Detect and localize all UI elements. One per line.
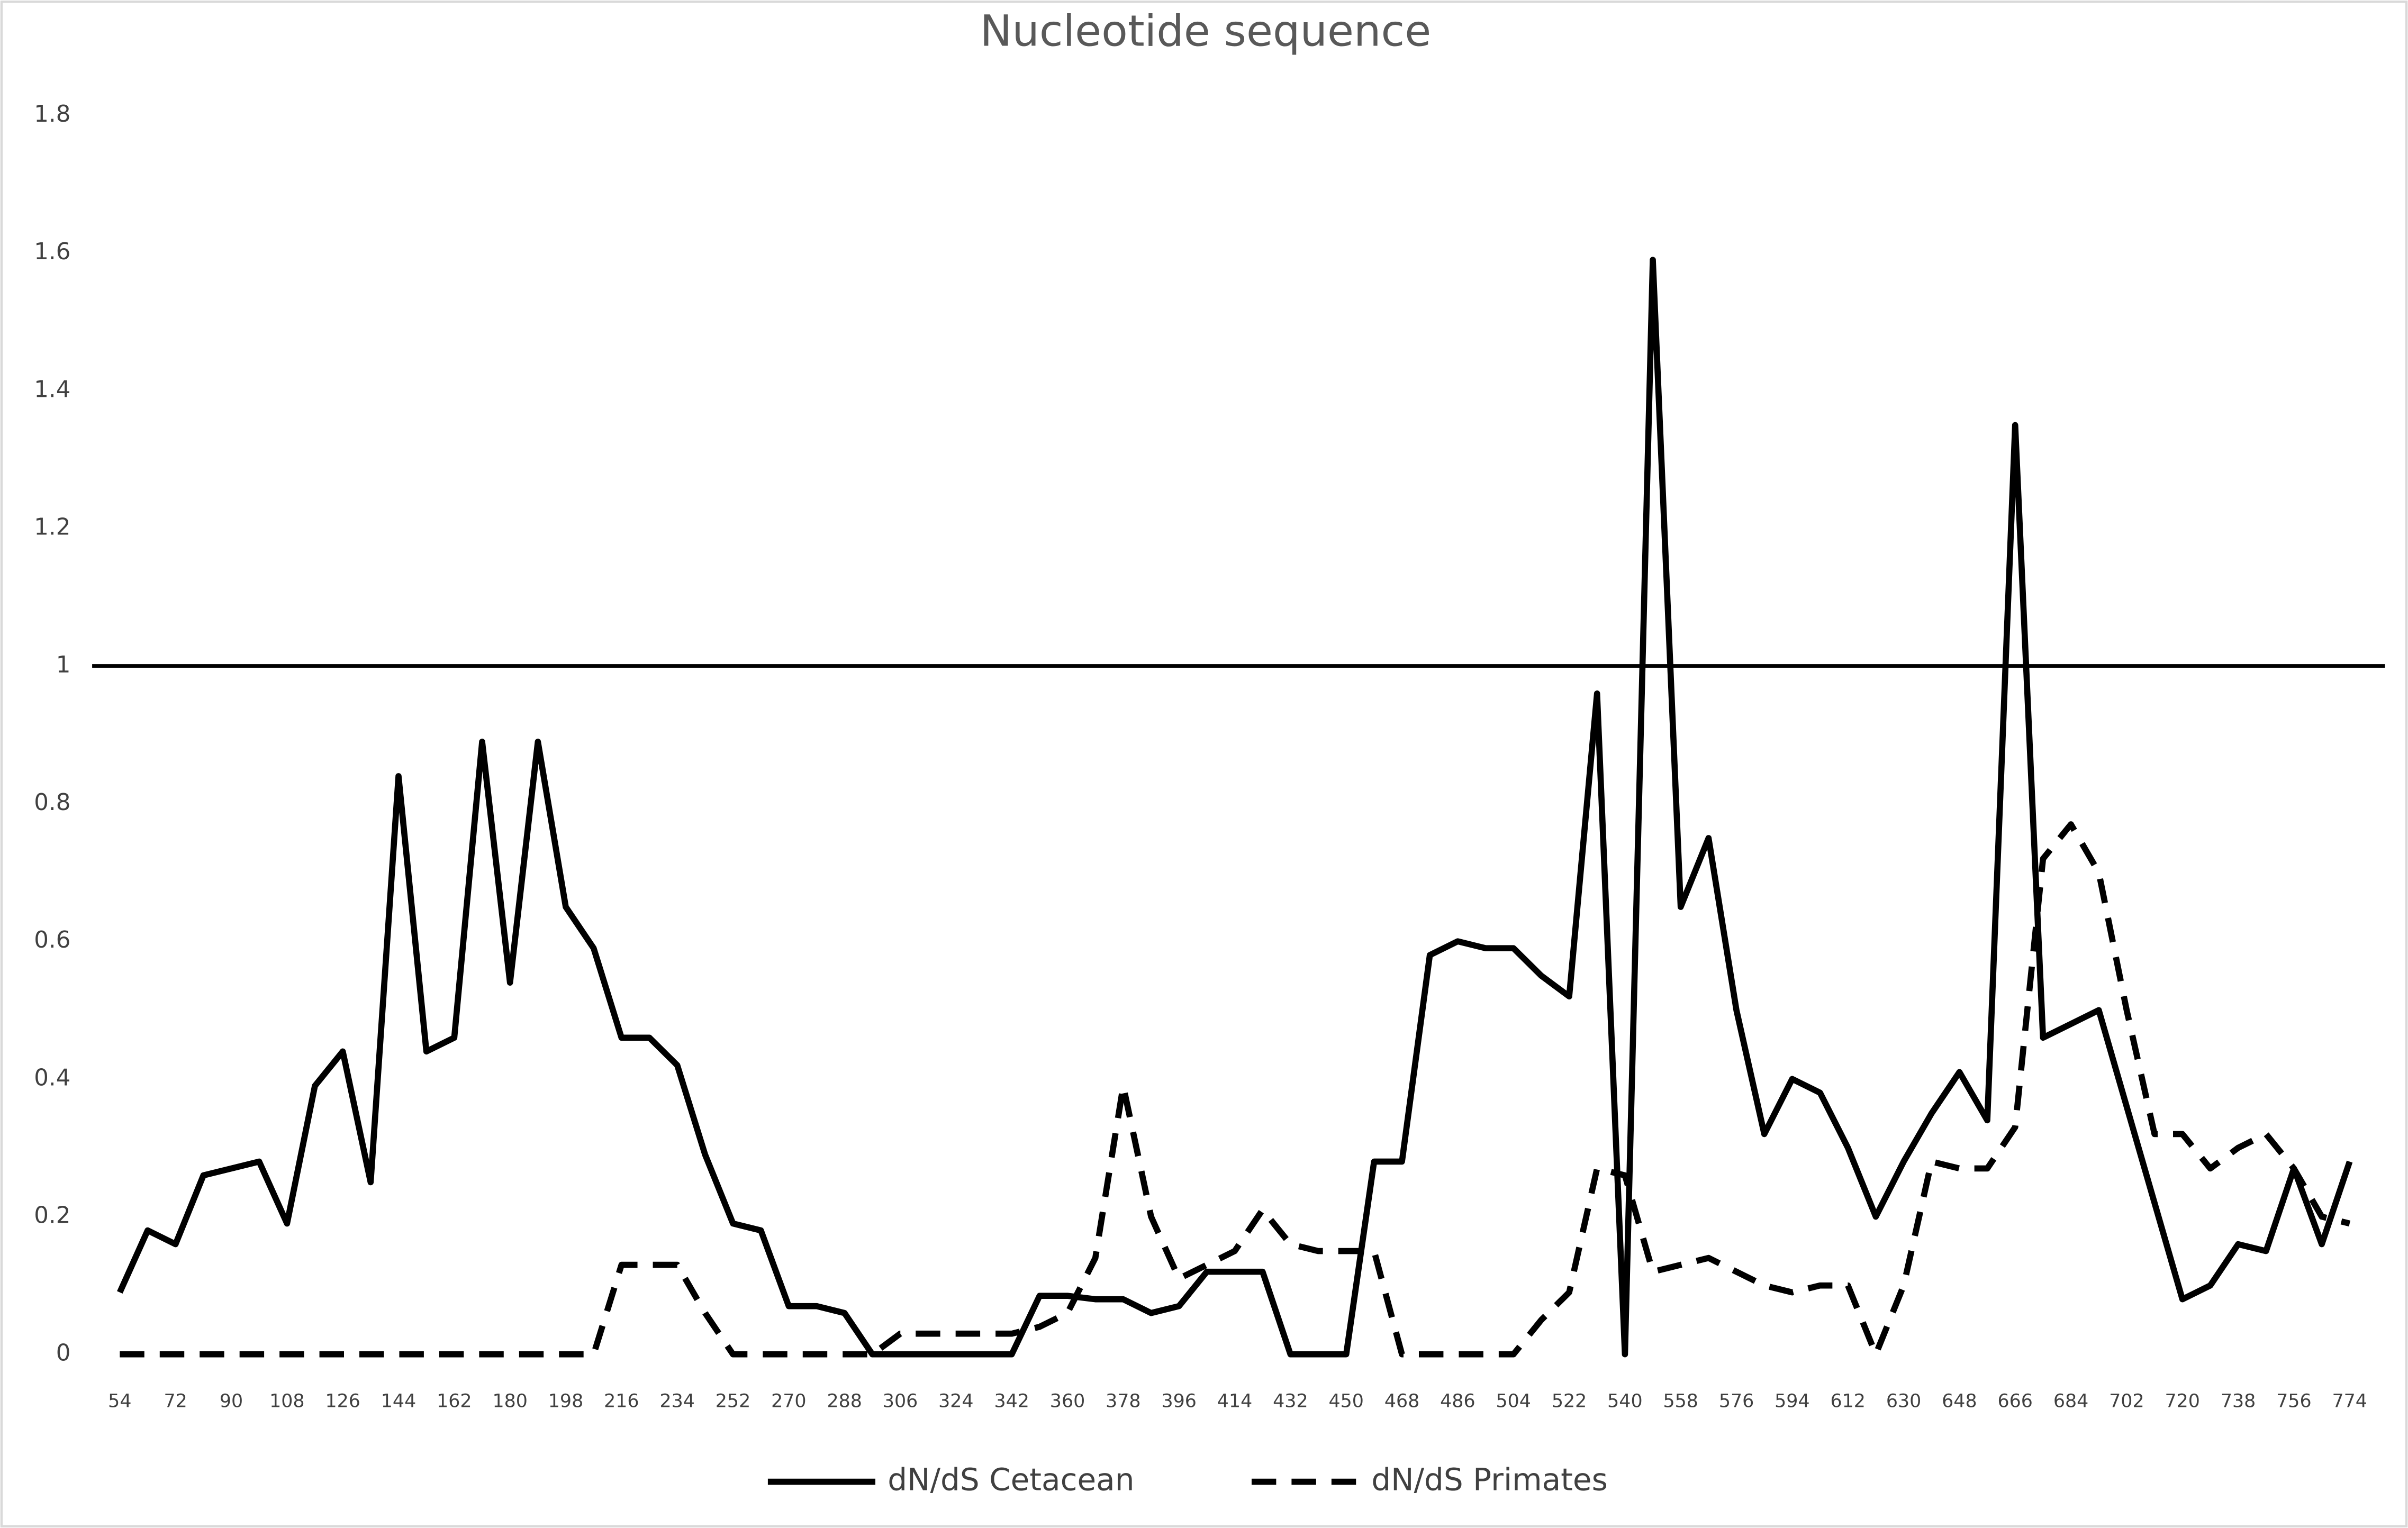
x-tick-label: 108 xyxy=(269,1391,304,1412)
x-tick-label: 252 xyxy=(716,1391,750,1412)
x-tick-label: 468 xyxy=(1384,1391,1419,1412)
x-tick-label: 324 xyxy=(938,1391,973,1412)
x-tick-label: 198 xyxy=(548,1391,583,1412)
x-tick-label: 684 xyxy=(2053,1391,2088,1412)
y-tick-label: 0 xyxy=(56,1340,71,1367)
x-tick-label: 756 xyxy=(2276,1391,2311,1412)
x-tick-label: 72 xyxy=(164,1391,187,1412)
x-tick-label: 432 xyxy=(1273,1391,1308,1412)
y-tick-label: 1.4 xyxy=(34,376,70,403)
x-tick-label: 522 xyxy=(1552,1391,1587,1412)
x-tick-label: 144 xyxy=(381,1391,416,1412)
y-tick-label: 1.6 xyxy=(34,239,70,265)
x-tick-label: 414 xyxy=(1217,1391,1252,1412)
x-tick-label: 720 xyxy=(2165,1391,2200,1412)
x-tick-label: 648 xyxy=(1942,1391,1977,1412)
y-tick-label: 0.2 xyxy=(34,1203,70,1229)
x-tick-label: 558 xyxy=(1663,1391,1698,1412)
x-tick-label: 594 xyxy=(1775,1391,1809,1412)
x-tick-label: 612 xyxy=(1830,1391,1865,1412)
x-tick-label: 486 xyxy=(1440,1391,1475,1412)
legend-label: dN/dS Primates xyxy=(1371,1462,1608,1498)
x-tick-label: 162 xyxy=(437,1391,472,1412)
x-tick-label: 234 xyxy=(659,1391,694,1412)
x-tick-label: 270 xyxy=(771,1391,806,1412)
x-tick-label: 540 xyxy=(1607,1391,1642,1412)
y-tick-label: 0.4 xyxy=(34,1065,70,1091)
x-tick-label: 360 xyxy=(1050,1391,1085,1412)
x-tick-label: 306 xyxy=(883,1391,918,1412)
x-tick-label: 180 xyxy=(492,1391,527,1412)
x-tick-label: 54 xyxy=(108,1391,131,1412)
x-tick-label: 126 xyxy=(325,1391,360,1412)
series-line xyxy=(117,257,2353,1358)
x-tick-label: 774 xyxy=(2332,1391,2367,1412)
y-tick-label: 0.8 xyxy=(34,789,70,816)
x-tick-label: 396 xyxy=(1161,1391,1196,1412)
series-line xyxy=(120,821,2351,1358)
x-tick-label: 450 xyxy=(1328,1391,1363,1412)
y-tick-label: 1 xyxy=(56,652,71,678)
x-tick-label: 342 xyxy=(994,1391,1029,1412)
x-tick-label: 378 xyxy=(1106,1391,1140,1412)
y-tick-label: 1.2 xyxy=(34,514,70,541)
x-tick-label: 702 xyxy=(2109,1391,2144,1412)
x-tick-label: 630 xyxy=(1886,1391,1921,1412)
chart-title: Nucleotide sequence xyxy=(980,7,1432,57)
x-tick-label: 576 xyxy=(1719,1391,1754,1412)
legend-label: dN/dS Cetacean xyxy=(888,1462,1134,1498)
y-tick-label: 0.6 xyxy=(34,927,70,953)
x-tick-label: 216 xyxy=(604,1391,639,1412)
x-tick-label: 738 xyxy=(2221,1391,2256,1412)
x-tick-label: 288 xyxy=(827,1391,862,1412)
x-tick-label: 666 xyxy=(1997,1391,2032,1412)
y-tick-label: 1.8 xyxy=(34,101,70,128)
x-tick-label: 504 xyxy=(1496,1391,1531,1412)
x-tick-label: 90 xyxy=(220,1391,243,1412)
